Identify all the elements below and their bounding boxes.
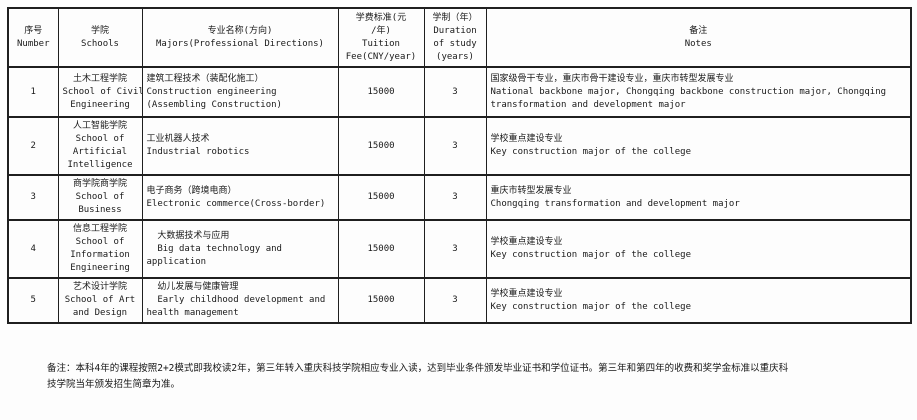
cell-notes: 学校重点建设专业 Key construction major of the c… — [485, 277, 912, 324]
cell-duration: 3 — [423, 66, 487, 118]
cell-duration: 3 — [423, 277, 487, 324]
col-header-majors: 专业名称(方向) Majors(Professional Directions) — [141, 7, 339, 68]
cell-duration: 3 — [423, 174, 487, 221]
col-header-number: 序号 Number — [7, 7, 59, 68]
col-header-duration: 学制（年） Duration of study (years) — [423, 7, 487, 68]
table-row: 3 商学院商学院 School of Business 电子商务（跨境电商） E… — [7, 174, 912, 221]
cell-school: 土木工程学院 School of Civil Engineering — [57, 66, 143, 118]
table-row: 5 艺术设计学院 School of Art and Design 幼儿发展与健… — [7, 277, 912, 324]
cell-major: 电子商务（跨境电商） Electronic commerce(Cross-bor… — [141, 174, 339, 221]
cell-notes: 重庆市转型发展专业 Chongqing transformation and d… — [485, 174, 912, 221]
cell-tuition: 15000 — [337, 116, 425, 176]
cell-number: 3 — [7, 174, 59, 221]
cell-school: 人工智能学院 School of Artificial Intelligence — [57, 116, 143, 176]
table-row: 4 信息工程学院 School of Information Engineeri… — [7, 219, 912, 279]
tuition-fee-table: 序号 Number 学院 Schools 专业名称(方向) Majors(Pro… — [7, 7, 912, 324]
footnote-block: 备注：本科4年的课程按照2+2模式即我校读2年，第三年转入重庆科技学院相应专业入… — [47, 330, 909, 420]
cell-duration: 3 — [423, 219, 487, 279]
cell-tuition: 15000 — [337, 219, 425, 279]
cell-major: 建筑工程技术（装配化施工） Construction engineering (… — [141, 66, 339, 118]
cell-number: 1 — [7, 66, 59, 118]
cell-number: 4 — [7, 219, 59, 279]
cell-notes: 学校重点建设专业 Key construction major of the c… — [485, 219, 912, 279]
col-header-schools: 学院 Schools — [57, 7, 143, 68]
table-header-row: 序号 Number 学院 Schools 专业名称(方向) Majors(Pro… — [7, 7, 912, 68]
cell-major: 幼儿发展与健康管理 Early childhood development an… — [141, 277, 339, 324]
cell-tuition: 15000 — [337, 277, 425, 324]
cell-number: 5 — [7, 277, 59, 324]
cell-number: 2 — [7, 116, 59, 176]
footnote-chinese: 备注：本科4年的课程按照2+2模式即我校读2年，第三年转入重庆科技学院相应专业入… — [47, 363, 789, 390]
col-header-notes: 备注 Notes — [485, 7, 912, 68]
cell-notes: 学校重点建设专业 Key construction major of the c… — [485, 116, 912, 176]
cell-school: 艺术设计学院 School of Art and Design — [57, 277, 143, 324]
col-header-tuition: 学费标准(元 /年) Tuition Fee(CNY/year) — [337, 7, 425, 68]
cell-notes: 国家级骨干专业，重庆市骨干建设专业，重庆市转型发展专业 National bac… — [485, 66, 912, 118]
table-row: 1 土木工程学院 School of Civil Engineering 建筑工… — [7, 66, 912, 118]
cell-tuition: 15000 — [337, 66, 425, 118]
cell-school: 商学院商学院 School of Business — [57, 174, 143, 221]
cell-duration: 3 — [423, 116, 487, 176]
table-row: 2 人工智能学院 School of Artificial Intelligen… — [7, 116, 912, 176]
cell-school: 信息工程学院 School of Information Engineering — [57, 219, 143, 279]
cell-major: 工业机器人技术 Industrial robotics — [141, 116, 339, 176]
cell-major: 大数据技术与应用 Big data technology and applica… — [141, 219, 339, 279]
cell-tuition: 15000 — [337, 174, 425, 221]
